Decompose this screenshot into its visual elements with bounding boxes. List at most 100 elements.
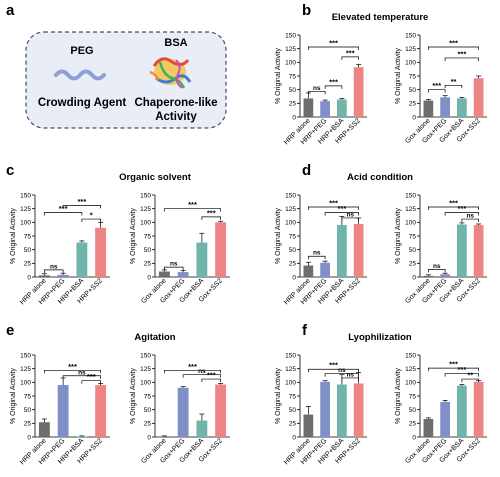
- y-tick-label: 0: [412, 274, 416, 281]
- significance-label: *: [90, 211, 93, 220]
- significance-bracket: [201, 378, 221, 383]
- panel-e-letter: e: [6, 322, 14, 339]
- y-tick-label: 100: [405, 220, 416, 227]
- panel-c-title: Organic solvent: [119, 172, 192, 183]
- y-tick-label: 25: [144, 421, 152, 428]
- y-axis-label: % Original Activity: [395, 207, 402, 264]
- bar: [320, 101, 330, 117]
- significance-label: ns: [433, 263, 441, 270]
- y-tick-label: 100: [20, 220, 31, 227]
- significance-bracket: [164, 369, 221, 374]
- y-tick-label: 125: [405, 206, 416, 213]
- significance-label: ***: [449, 39, 458, 48]
- significance-label: ns: [78, 369, 86, 376]
- y-tick-label: 100: [140, 380, 151, 387]
- bar: [215, 384, 227, 437]
- significance-label: ***: [432, 81, 441, 90]
- y-tick-label: 25: [289, 421, 297, 428]
- bar: [440, 97, 450, 117]
- panel-b-letter: b: [302, 2, 311, 19]
- bar: [423, 418, 434, 437]
- y-tick-label: 150: [20, 352, 31, 359]
- y-tick-label: 0: [27, 274, 31, 281]
- bar: [57, 274, 69, 277]
- y-tick-label: 75: [409, 73, 417, 80]
- y-tick-label: 50: [409, 87, 417, 94]
- significance-label: ns: [313, 250, 321, 257]
- y-axis-label: % Original Activity: [130, 207, 137, 264]
- panel-a: a PEG Crowding Agent BSA Chaperone-like …: [6, 2, 227, 129]
- significance-bracket: [444, 373, 479, 377]
- significance-label: ns: [346, 371, 354, 378]
- panel-e-title: Agitation: [134, 332, 175, 343]
- y-tick-label: 150: [285, 192, 296, 199]
- bar: [457, 224, 467, 277]
- significance-bracket: [461, 378, 479, 383]
- bar: [337, 225, 347, 277]
- panel-a-box: [25, 31, 227, 129]
- significance-bracket: [324, 212, 359, 216]
- significance-bracket: [182, 374, 221, 378]
- bsa-caption-line2: Activity: [155, 111, 197, 123]
- bar: [196, 420, 208, 437]
- y-tick-label: 75: [144, 233, 152, 240]
- y-tick-label: 150: [285, 32, 296, 39]
- bar: [423, 275, 434, 277]
- bar: [320, 381, 330, 437]
- y-tick-label: 25: [144, 261, 152, 268]
- y-tick-label: 0: [412, 114, 416, 121]
- y-tick-label: 75: [24, 393, 32, 400]
- y-tick-label: 0: [292, 434, 296, 441]
- y-tick-label: 25: [24, 421, 32, 428]
- y-tick-label: 150: [405, 352, 416, 359]
- significance-label: ***: [59, 204, 68, 213]
- significance-bracket: [341, 56, 359, 60]
- significance-bracket: [324, 373, 359, 377]
- y-tick-label: 0: [27, 434, 31, 441]
- significance-label: ***: [207, 371, 216, 380]
- y-axis-label: % Original Activity: [275, 47, 282, 104]
- peg-title: PEG: [70, 45, 93, 57]
- significance-bracket: [308, 46, 359, 51]
- y-tick-label: 50: [289, 87, 297, 94]
- significance-label: ***: [188, 200, 197, 209]
- significance-label: ns: [466, 213, 474, 220]
- y-tick-label: 50: [409, 407, 417, 414]
- bar: [440, 402, 450, 437]
- y-tick-label: 125: [285, 366, 296, 373]
- bar: [95, 385, 107, 437]
- peg-caption: Crowding Agent: [38, 97, 127, 109]
- panel-d-title: Acid condition: [347, 172, 413, 183]
- wavy-line-icon: [54, 69, 106, 81]
- y-axis-label: % Original Activity: [275, 207, 282, 264]
- significance-bracket: [164, 208, 221, 212]
- significance-label: ns: [313, 85, 321, 92]
- y-tick-label: 0: [292, 114, 296, 121]
- significance-bracket: [341, 377, 359, 381]
- y-tick-label: 125: [140, 366, 151, 373]
- y-axis-label: % Original Activity: [10, 207, 17, 264]
- significance-label: ***: [449, 199, 458, 208]
- significance-label: ***: [87, 372, 96, 381]
- y-tick-label: 100: [285, 60, 296, 67]
- bar: [95, 227, 107, 277]
- significance-label: **: [467, 371, 473, 380]
- significance-label: ***: [329, 361, 338, 370]
- y-tick-label: 150: [405, 32, 416, 39]
- bar: [303, 98, 314, 117]
- bar: [353, 383, 364, 437]
- panel-c-letter: c: [6, 162, 14, 179]
- y-tick-label: 125: [20, 366, 31, 373]
- significance-bracket: [201, 216, 221, 220]
- significance-label: ***: [188, 362, 197, 371]
- significance-label: ***: [457, 49, 466, 58]
- bar: [177, 387, 189, 437]
- bar: [215, 222, 227, 277]
- bar: [337, 384, 347, 437]
